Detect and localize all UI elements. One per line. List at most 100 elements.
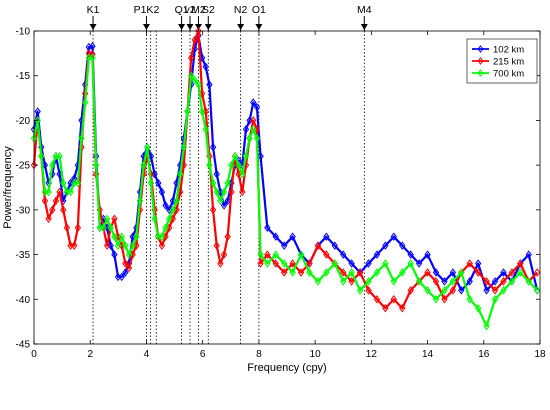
data-point — [125, 263, 133, 273]
arrow-down-icon — [360, 24, 368, 30]
data-point — [356, 268, 364, 277]
data-point — [213, 241, 220, 250]
data-point — [239, 169, 246, 179]
data-point — [111, 232, 118, 241]
data-point — [235, 160, 242, 170]
y-tick-label: -35 — [16, 250, 31, 261]
data-point — [289, 259, 296, 268]
data-point — [500, 286, 507, 295]
constituent-label: S2 — [202, 4, 215, 16]
data-point — [107, 223, 114, 232]
data-point — [458, 286, 465, 295]
data-point — [136, 196, 144, 206]
data-point — [323, 268, 330, 277]
x-tick-label: 12 — [366, 349, 378, 360]
data-point — [297, 250, 305, 259]
series-line — [32, 29, 538, 310]
y-tick-label: -40 — [16, 295, 31, 306]
data-point — [441, 286, 448, 295]
data-point — [206, 160, 213, 170]
data-point — [92, 160, 100, 170]
data-point — [202, 62, 209, 72]
data-point — [217, 259, 224, 268]
data-point — [180, 143, 188, 152]
constituent-label: v2 — [184, 4, 195, 16]
constituent-label: K1 — [87, 4, 100, 16]
x-tick-label: 14 — [422, 349, 434, 360]
y-tick-label: -45 — [16, 340, 31, 351]
data-point — [449, 268, 457, 277]
data-point — [331, 259, 338, 268]
data-point — [56, 187, 63, 197]
arrow-down-icon — [89, 24, 97, 30]
data-point — [111, 214, 118, 224]
data-point — [49, 160, 56, 170]
data-point — [432, 277, 440, 286]
data-point — [74, 178, 82, 188]
data-point — [517, 259, 524, 268]
data-point — [187, 53, 195, 63]
data-point — [191, 35, 198, 45]
arrow-down-icon — [178, 24, 186, 30]
legend-entry: 215 km — [493, 57, 524, 68]
diamond-marker-icon — [477, 69, 484, 77]
constituent-label: M4 — [357, 4, 372, 16]
data-point — [45, 187, 52, 197]
data-point — [125, 250, 133, 259]
data-point — [483, 321, 490, 331]
data-point — [246, 134, 253, 143]
data-point — [415, 277, 423, 286]
data-point — [474, 303, 482, 313]
data-point — [508, 277, 516, 286]
data-point — [500, 268, 507, 277]
x-tick-label: 2 — [87, 349, 93, 360]
data-point — [407, 250, 414, 259]
data-point — [103, 241, 111, 250]
data-point — [213, 187, 220, 197]
data-point — [158, 241, 166, 250]
data-point — [89, 41, 96, 51]
data-point — [41, 160, 49, 170]
data-point — [253, 134, 261, 143]
data-point — [517, 268, 524, 277]
x-tick-label: 8 — [256, 349, 262, 360]
data-point — [231, 151, 239, 161]
data-point — [441, 277, 448, 286]
data-point — [407, 259, 414, 268]
data-point — [56, 151, 63, 161]
data-point — [191, 75, 198, 85]
data-point — [60, 178, 67, 188]
data-point — [281, 259, 288, 268]
data-point — [250, 116, 257, 125]
constituent-label: Q1 — [175, 4, 189, 16]
data-point — [71, 241, 78, 250]
data-point — [399, 241, 406, 250]
data-point — [122, 259, 129, 268]
data-point — [466, 259, 473, 268]
data-point — [89, 53, 96, 63]
data-point — [424, 268, 431, 277]
data-point — [390, 277, 397, 286]
data-point — [220, 201, 228, 210]
arrow-down-icon — [237, 24, 245, 30]
data-point — [60, 205, 67, 215]
legend-entry: 102 km — [493, 45, 524, 56]
data-point — [264, 250, 271, 259]
data-point — [264, 259, 271, 268]
data-point — [228, 160, 235, 170]
data-point — [373, 295, 381, 304]
data-point — [118, 232, 125, 241]
x-tick-label: 0 — [31, 349, 37, 360]
data-point — [365, 259, 372, 268]
data-point — [122, 241, 129, 250]
data-point — [133, 232, 140, 241]
data-point — [158, 232, 166, 241]
data-point — [151, 214, 158, 224]
constituent-label: N2 — [234, 4, 248, 16]
x-axis-label: Frequency (cpy) — [247, 362, 326, 374]
data-point — [63, 223, 71, 232]
data-point — [74, 223, 82, 232]
